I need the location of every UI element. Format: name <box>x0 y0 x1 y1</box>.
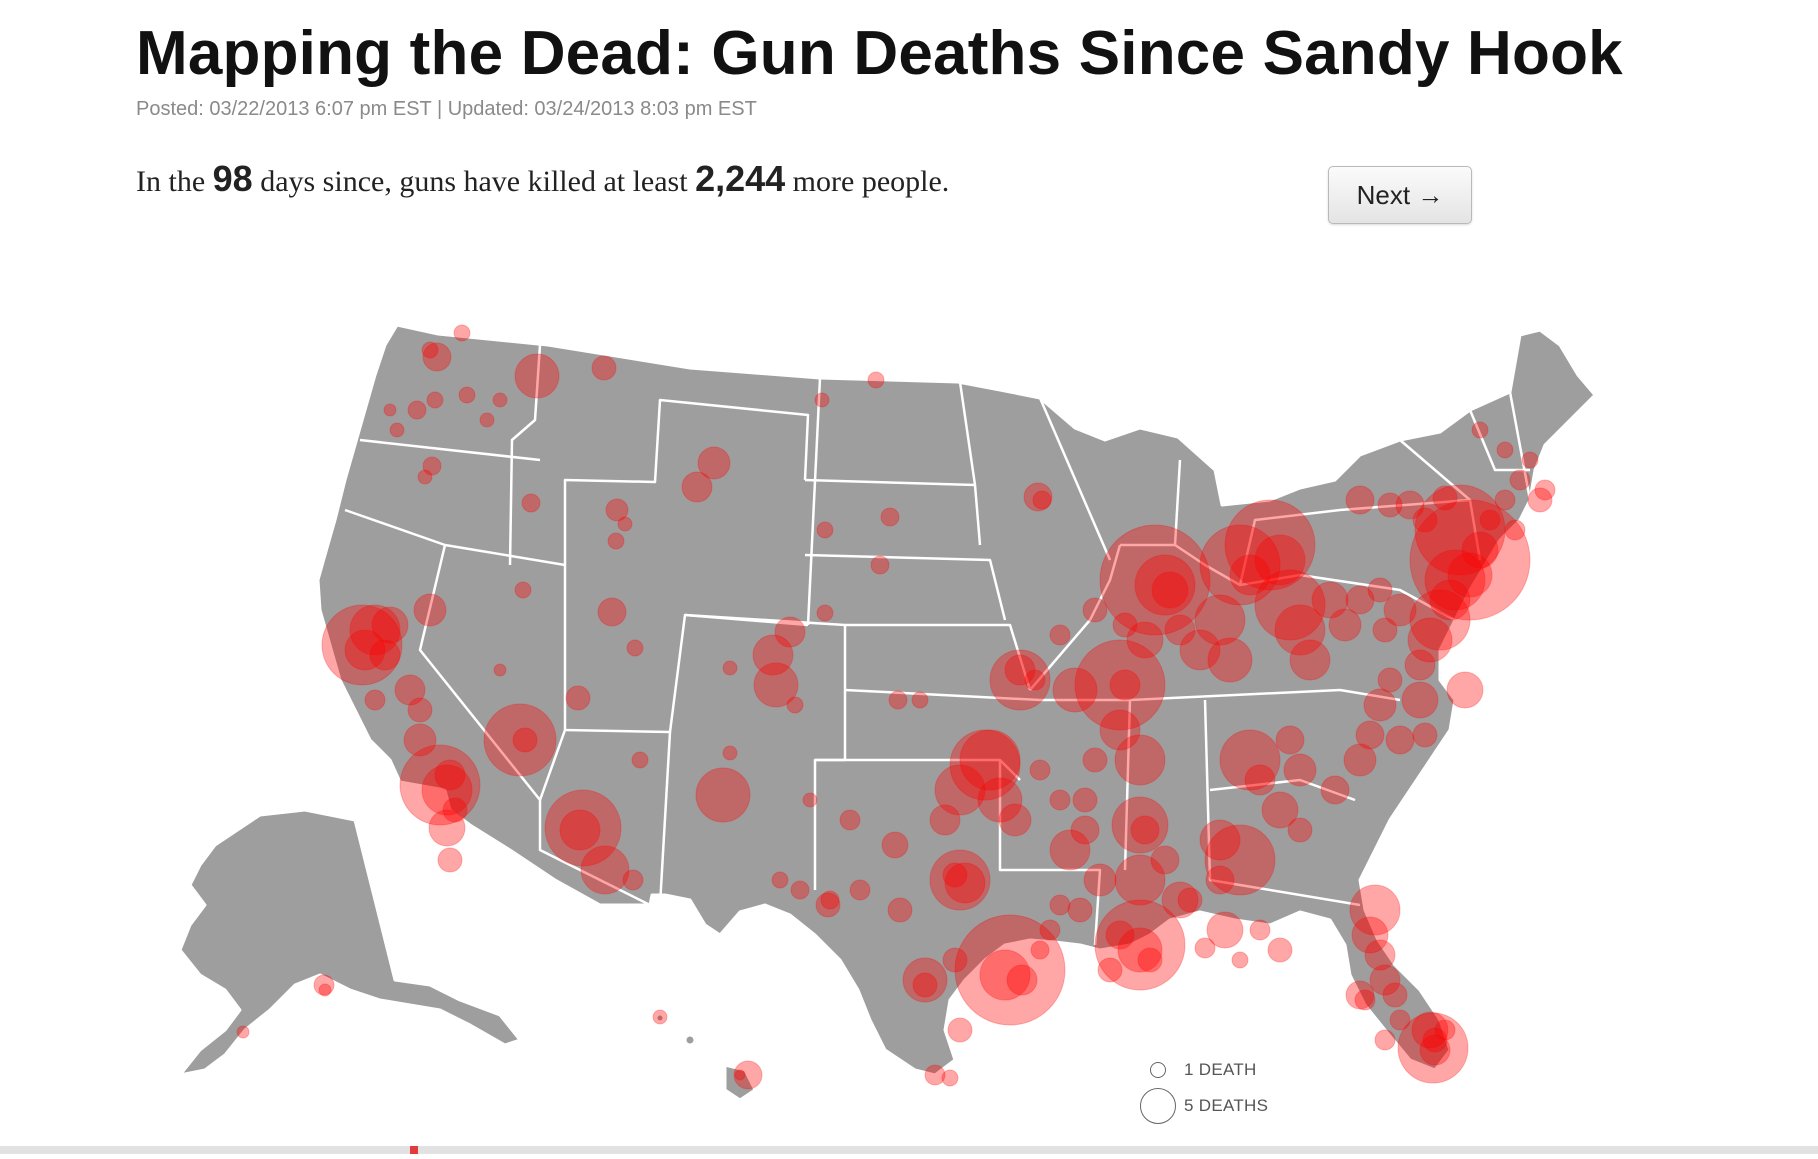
lede-text-1: In the <box>136 165 213 198</box>
legend-five-label: 5 DEATHS <box>1184 1096 1269 1115</box>
legend-large-circle-icon <box>1138 1088 1178 1124</box>
state-borders <box>344 344 1532 946</box>
map-legend: 1 DEATH 5 DEATHS <box>1138 1052 1268 1124</box>
legend-five-deaths: 5 DEATHS <box>1138 1088 1268 1124</box>
lede-text-2: days since, guns have killed at least <box>252 165 696 198</box>
deaths-count: 2,244 <box>695 158 786 199</box>
days-count: 98 <box>212 158 253 199</box>
alaska-land <box>178 808 522 1077</box>
footer-accent-mark <box>410 1146 418 1154</box>
legend-one-death: 1 DEATH <box>1138 1052 1268 1088</box>
hawaii-land <box>723 1063 757 1102</box>
post-meta: Posted: 03/22/2013 6:07 pm EST | Updated… <box>136 98 757 120</box>
lede-text-3: more people. <box>785 165 950 198</box>
contiguous-us-land <box>316 323 1597 1077</box>
land-layer <box>178 323 1597 1102</box>
map <box>0 230 1818 1154</box>
us-map-svg <box>178 323 1597 1102</box>
lede: In the 98 days since, guns have killed a… <box>136 158 949 200</box>
legend-small-circle-icon <box>1138 1062 1178 1078</box>
page-title: Mapping the Dead: Gun Deaths Since Sandy… <box>136 19 1623 88</box>
page-footer-bar <box>0 1146 1818 1154</box>
legend-one-label: 1 DEATH <box>1184 1060 1257 1079</box>
next-button[interactable]: Next → <box>1328 166 1472 224</box>
death-markers <box>236 324 1556 1090</box>
